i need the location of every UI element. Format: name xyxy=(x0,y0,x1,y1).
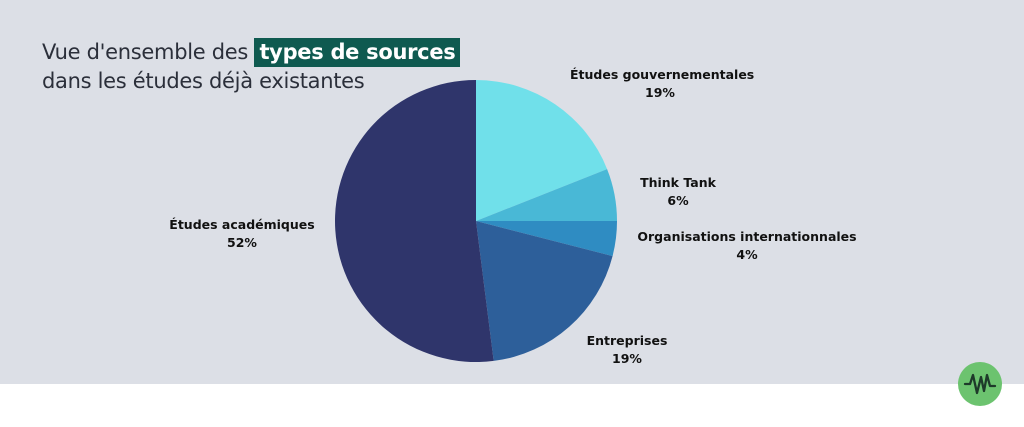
label-entreprises: Entreprises 19% xyxy=(572,332,682,368)
label-organisations-internationnales: Organisations internationnales 4% xyxy=(632,228,862,264)
slice-label-text: Études gouvernementales xyxy=(570,67,755,82)
slice-label-text: Entreprises xyxy=(586,333,668,348)
pie-slice-3 xyxy=(476,221,613,361)
title-line2: dans les études déjà existantes xyxy=(42,69,365,93)
title-highlight: types de sources xyxy=(254,38,461,67)
slice-label-value: 19% xyxy=(612,351,642,366)
waveform-icon xyxy=(963,373,997,395)
slice-label-value: 4% xyxy=(736,247,758,262)
pie-slice-4 xyxy=(335,80,494,362)
label-think-tank: Think Tank 6% xyxy=(628,174,728,210)
slice-label-text: Études académiques xyxy=(169,217,315,232)
slice-label-value: 52% xyxy=(227,235,257,250)
pie-slice-1 xyxy=(476,169,617,221)
pie-chart xyxy=(335,80,617,362)
label-etudes-academiques: Études académiques 52% xyxy=(162,216,322,252)
brand-logo xyxy=(958,362,1002,406)
label-etudes-gouvernementales: Études gouvernementales 19% xyxy=(570,66,755,102)
title-prefix: Vue d'ensemble des xyxy=(42,40,249,64)
slice-label-value: 6% xyxy=(667,193,689,208)
pie-slice-0 xyxy=(476,80,608,221)
slice-label-text: Think Tank xyxy=(640,175,716,190)
chart-title: Vue d'ensemble des types de sources dans… xyxy=(42,38,461,96)
slice-label-text: Organisations internationnales xyxy=(637,229,857,244)
pie-slice-2 xyxy=(476,221,617,257)
slice-label-value: 19% xyxy=(645,85,675,100)
